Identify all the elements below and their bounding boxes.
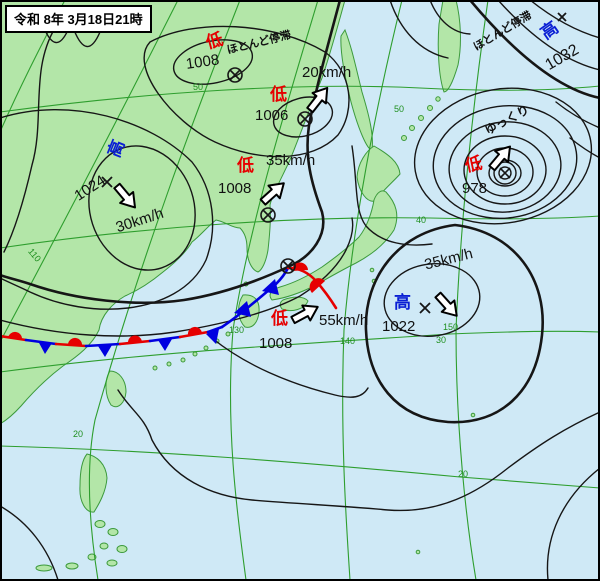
graticule-label: 30 bbox=[436, 335, 447, 345]
chart-datetime-title: 令和 8年 3月18日21時 bbox=[5, 5, 152, 33]
meridian-line-130 bbox=[229, 0, 319, 581]
movement-arrow-high-1024 bbox=[113, 182, 136, 209]
isobar-inner-loop-high-1022 bbox=[383, 263, 481, 337]
graticule-label: 50 bbox=[394, 104, 405, 114]
low-center-mark bbox=[499, 167, 511, 179]
meridian-line-140 bbox=[342, 0, 403, 581]
movement-arrow-low-1008-south bbox=[290, 304, 319, 325]
land-luzon bbox=[79, 453, 108, 513]
small-islands bbox=[35, 96, 476, 572]
graticule-label: 40 bbox=[416, 215, 427, 225]
land-asia-mainland bbox=[0, 0, 346, 425]
isobar-closed-high-1024 bbox=[88, 145, 196, 271]
graticule-label: 140 bbox=[340, 336, 356, 346]
graticule-label: 130 bbox=[229, 325, 245, 335]
pressure-center-symbols bbox=[101, 12, 567, 314]
isobar-south-of-front bbox=[0, 217, 354, 337]
low-center-mark bbox=[227, 67, 243, 83]
land-taiwan bbox=[105, 370, 127, 408]
isobar-arc bbox=[73, 29, 101, 48]
latitude-line-20 bbox=[0, 445, 600, 489]
stationary-front bbox=[0, 325, 224, 357]
pressure-value: 1006 bbox=[255, 107, 289, 124]
movement-arrow-high-1022 bbox=[434, 291, 458, 317]
pressure-value: 1008 bbox=[218, 180, 252, 197]
front-layer bbox=[0, 262, 338, 357]
pressure-value: 1008 bbox=[259, 335, 293, 352]
warm-front-semicircles bbox=[8, 326, 202, 346]
movement-arrow-low-1006 bbox=[306, 86, 329, 114]
graticule-label: 150 bbox=[443, 322, 459, 332]
isobar-bottom-sweep bbox=[117, 389, 600, 512]
low-center-mark bbox=[280, 258, 296, 274]
warm-front bbox=[286, 262, 338, 310]
movement-speed: 55km/h bbox=[319, 312, 369, 329]
low-symbol-label: 低 bbox=[237, 156, 254, 175]
pressure-value: 1008 bbox=[184, 51, 221, 73]
movement-arrow-low-978 bbox=[488, 145, 511, 172]
isobar-east-honshu bbox=[351, 145, 433, 246]
movement-speed: 20km/h bbox=[302, 64, 352, 81]
isobar-top-center-a bbox=[389, 0, 449, 59]
isobar-ridge-lines-1032 bbox=[468, 0, 600, 159]
low-center-mark bbox=[260, 207, 276, 223]
latitude-line-50 bbox=[0, 85, 600, 113]
isobar-top-center-b bbox=[429, 0, 471, 35]
latitude-line-40 bbox=[0, 215, 600, 249]
low-symbol-label: 低 bbox=[271, 309, 288, 328]
pressure-value: 1022 bbox=[382, 318, 416, 335]
isobar-bottom-left-corner bbox=[0, 505, 59, 581]
low-center-mark bbox=[297, 111, 313, 127]
isobar-bottom-right-corner bbox=[546, 467, 600, 581]
high-symbol-label: 高 bbox=[394, 293, 411, 312]
high-center-mark bbox=[101, 12, 567, 314]
movement-speed: 35km/h bbox=[266, 152, 316, 169]
pressure-value: 978 bbox=[462, 180, 488, 197]
isobar-around-high-1024 bbox=[0, 108, 214, 310]
meridian-line-150 bbox=[455, 0, 489, 581]
movement-arrows bbox=[113, 86, 511, 325]
low-symbol-label: 低 bbox=[463, 153, 484, 176]
graticule-label: 50 bbox=[193, 82, 204, 92]
meridian-line-110 bbox=[0, 0, 179, 343]
graticule-label: 20 bbox=[73, 429, 84, 439]
isobar-closed-double-low bbox=[143, 25, 350, 158]
isobar-west-winding bbox=[3, 27, 56, 253]
isobar-outer-loop-high-1022-thick bbox=[364, 223, 544, 424]
cold-front-triangles bbox=[38, 329, 219, 357]
graticule-label: 20 bbox=[458, 469, 469, 479]
isobar-below-front bbox=[211, 337, 369, 398]
isobar-closed-low-1008-north bbox=[172, 39, 254, 85]
movement-arrow-low-1008-center bbox=[259, 182, 285, 206]
low-symbol-label: 低 bbox=[270, 85, 287, 104]
